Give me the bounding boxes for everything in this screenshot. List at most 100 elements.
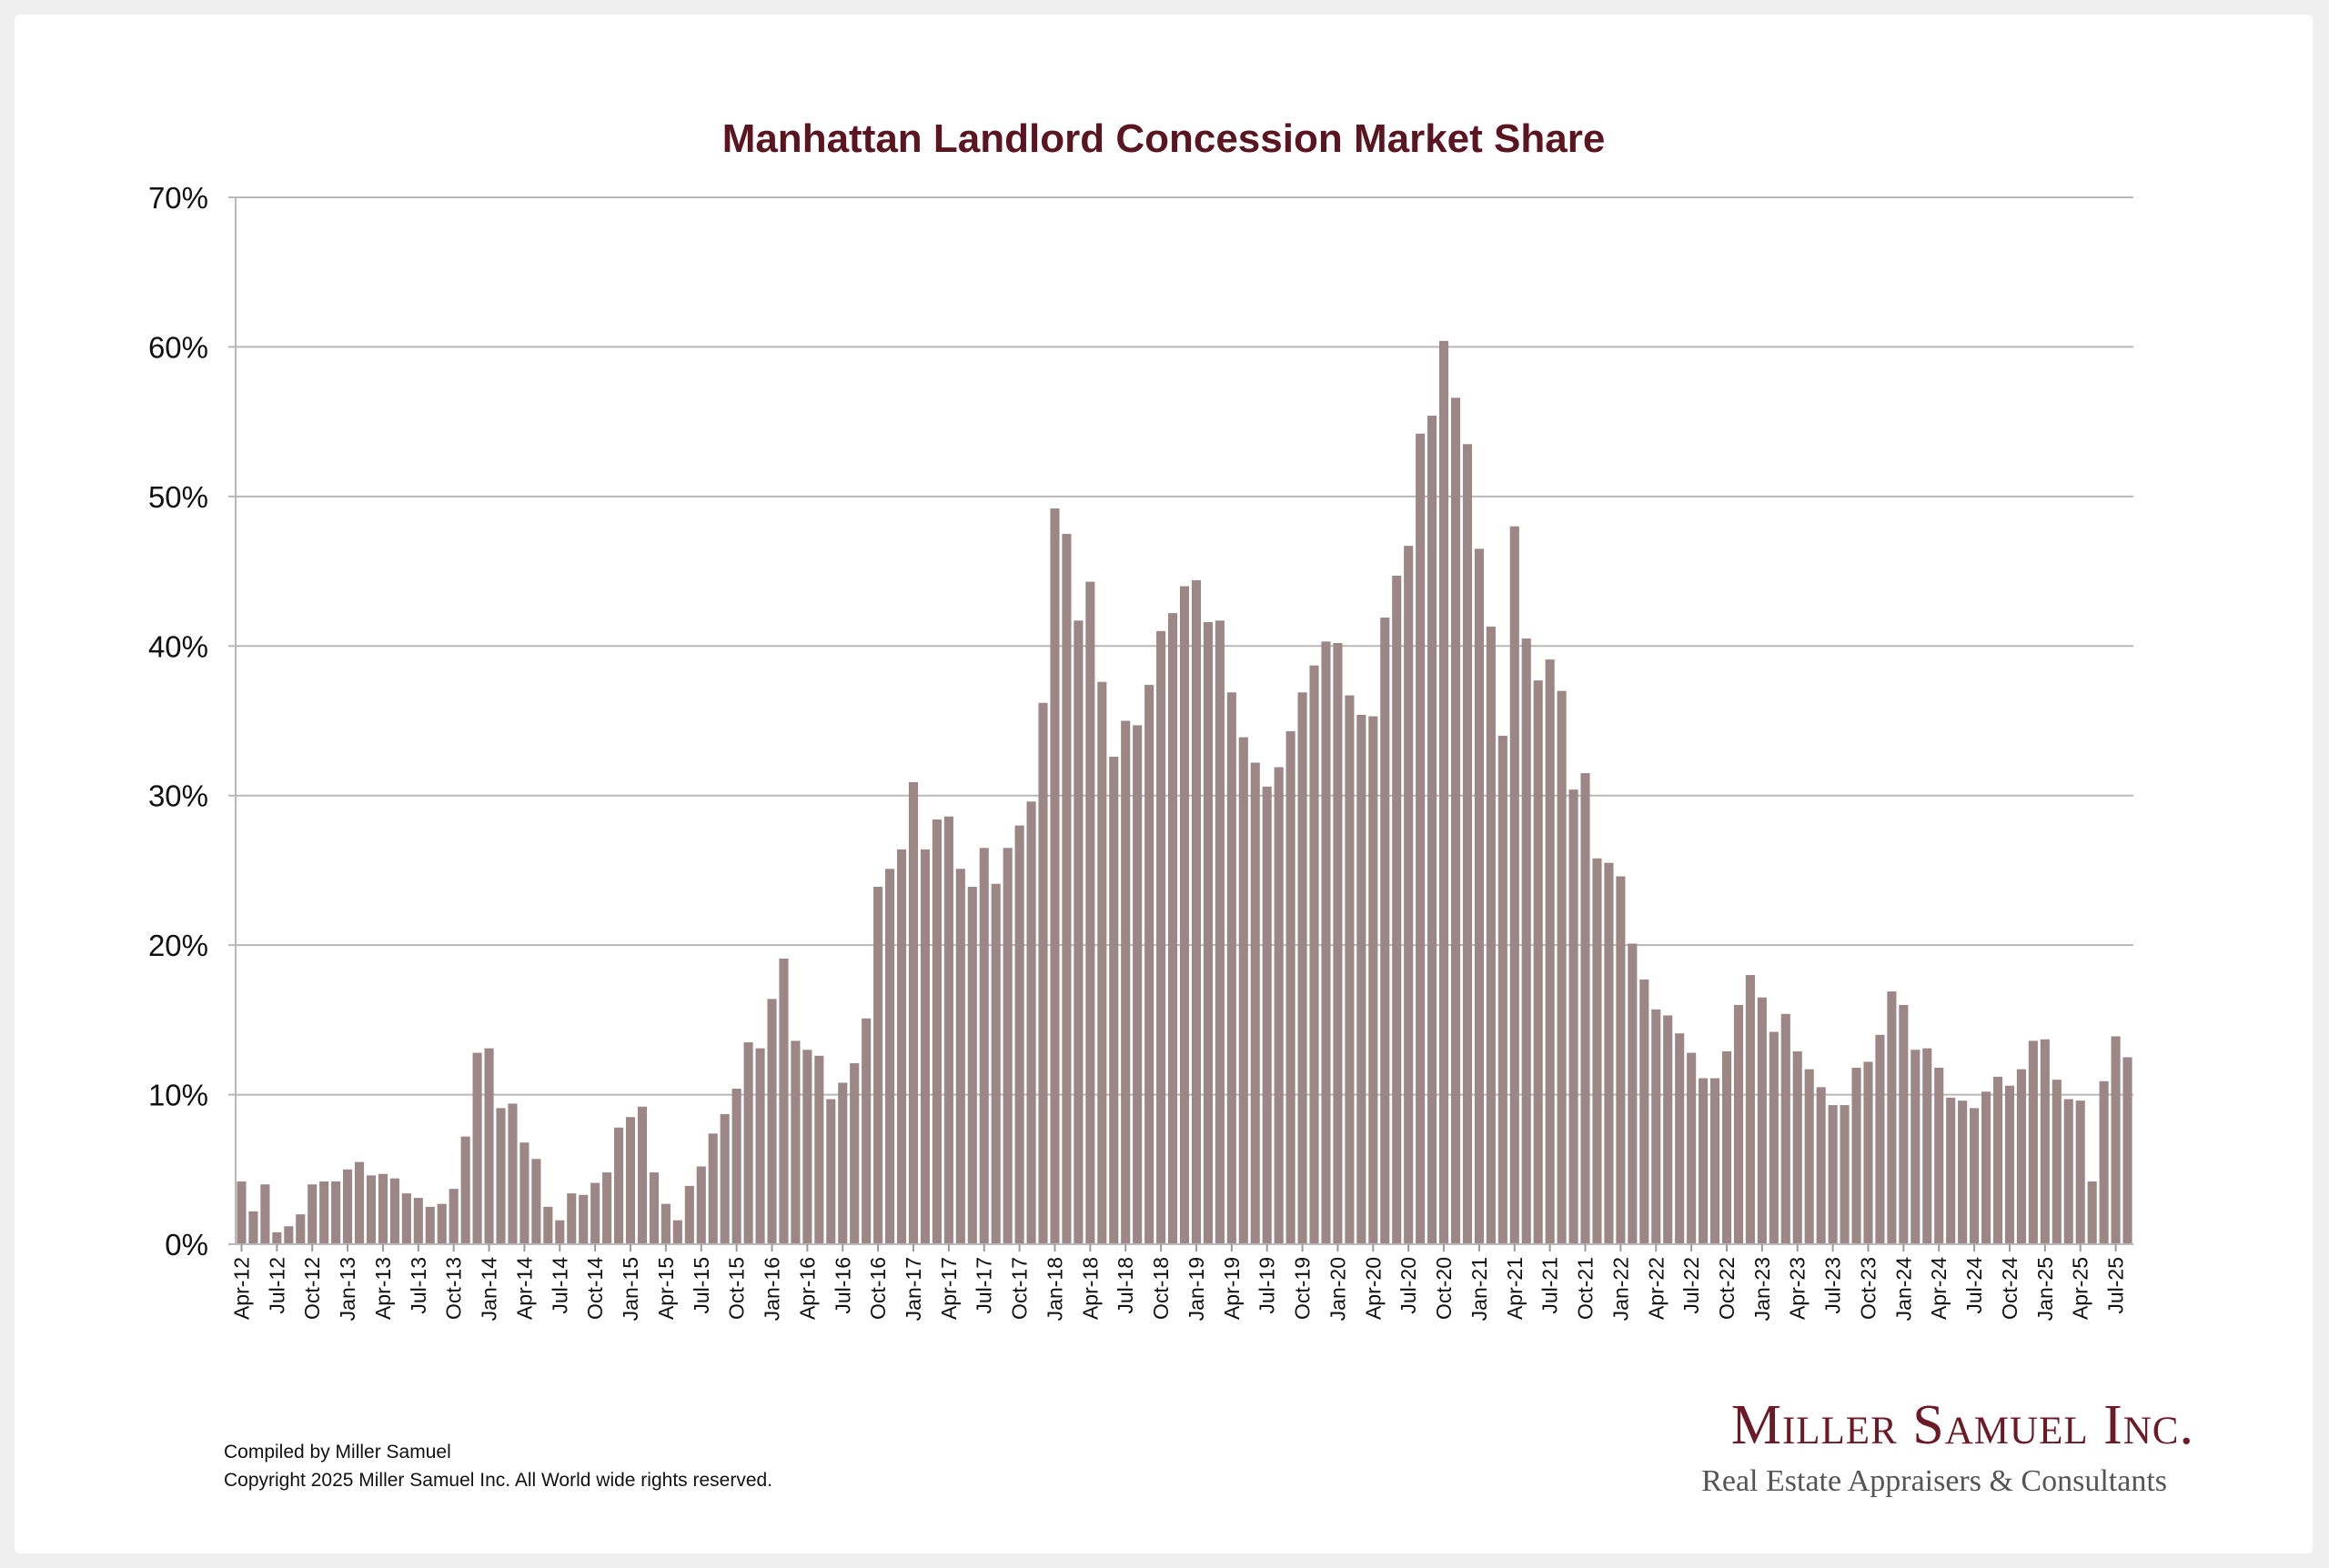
bar <box>885 869 895 1244</box>
bar <box>484 1048 494 1244</box>
x-tick-label: Jan-21 <box>1467 1257 1491 1321</box>
bar <box>1285 731 1296 1244</box>
bar <box>625 1117 636 1244</box>
bar <box>413 1198 423 1244</box>
bar <box>1486 626 1496 1244</box>
bar <box>237 1181 247 1244</box>
bar <box>1709 1078 1720 1244</box>
bar <box>1333 642 1343 1244</box>
x-tick-label: Jul-17 <box>973 1257 996 1314</box>
bar <box>1262 786 1272 1244</box>
bar <box>862 1018 872 1244</box>
x-tick-label: Oct-18 <box>1149 1257 1173 1320</box>
bar <box>767 999 777 1244</box>
bar <box>1226 692 1236 1244</box>
bar <box>1887 991 1897 1244</box>
bar <box>1757 997 1767 1244</box>
bar <box>932 819 942 1244</box>
bar <box>1380 618 1390 1244</box>
bar <box>991 883 1001 1244</box>
x-tick-label: Jul-21 <box>1538 1257 1562 1314</box>
x-tick-label: Jul-14 <box>548 1257 571 1314</box>
copyright-note: Copyright 2025 Miller Samuel Inc. All Wo… <box>224 1470 773 1491</box>
x-tick-label: Jul-12 <box>265 1257 288 1314</box>
x-tick-label: Oct-14 <box>583 1257 607 1320</box>
bar <box>331 1181 341 1244</box>
bar <box>1981 1091 1991 1244</box>
y-tick-label: 60% <box>148 330 208 364</box>
bar <box>1003 848 1013 1244</box>
x-axis: Apr-12 Jul-12 Oct-12 Jan-13 Apr-13 Jul-13 Oct-… <box>229 1243 2133 1321</box>
bar <box>1133 725 1143 1244</box>
bar <box>802 1050 812 1244</box>
bar <box>1250 762 1260 1244</box>
x-tick-label: Apr-22 <box>1644 1257 1668 1320</box>
bar <box>1416 433 1426 1245</box>
bar <box>814 1055 824 1244</box>
bar <box>920 849 931 1244</box>
x-tick-label: Jul-22 <box>1679 1257 1703 1314</box>
bar <box>731 1088 741 1244</box>
chart-title: Manhattan Landlord Concession Market Sha… <box>721 116 1606 161</box>
bar <box>1156 630 1166 1244</box>
bar <box>1616 876 1626 1244</box>
chart-card: Manhattan Landlord Concession Market Sha… <box>15 15 2313 1553</box>
bar <box>1628 943 1638 1244</box>
bar <box>308 1184 318 1244</box>
bar <box>838 1082 848 1244</box>
bar <box>1557 690 1567 1244</box>
bar <box>1687 1052 1697 1244</box>
bar <box>1509 526 1519 1244</box>
bar <box>519 1142 529 1244</box>
bar <box>1568 789 1578 1244</box>
x-tick-label: Oct-16 <box>866 1257 890 1320</box>
bar <box>248 1211 258 1244</box>
bar <box>708 1133 718 1244</box>
bar <box>602 1172 612 1244</box>
bar <box>1462 444 1473 1244</box>
x-tick-label: Apr-24 <box>1927 1257 1951 1320</box>
bar <box>2016 1069 2026 1244</box>
bar <box>1580 773 1590 1244</box>
bar <box>1062 533 1072 1244</box>
bar <box>531 1159 541 1244</box>
bar <box>1651 1009 1661 1244</box>
bar <box>1911 1050 1921 1244</box>
x-tick-label: Oct-22 <box>1715 1257 1739 1320</box>
bar <box>460 1136 470 1244</box>
bar <box>2122 1057 2132 1244</box>
bar <box>779 958 789 1244</box>
bar <box>437 1203 447 1244</box>
bar <box>720 1113 730 1244</box>
x-tick-label: Apr-16 <box>795 1257 819 1320</box>
logo-name: Miller Samuel Inc. <box>1730 1394 2194 1456</box>
bar <box>272 1231 282 1244</box>
bar <box>1545 659 1555 1244</box>
x-tick-label: Oct-12 <box>300 1257 324 1320</box>
bar <box>579 1194 589 1244</box>
bar <box>1521 638 1531 1244</box>
bar <box>1191 579 1202 1244</box>
bar <box>1699 1078 1709 1244</box>
y-tick-label: 30% <box>148 779 208 813</box>
x-tick-label: Oct-20 <box>1432 1257 1456 1320</box>
bar <box>1992 1076 2003 1244</box>
x-tick-label: Jan-19 <box>1185 1257 1208 1321</box>
y-tick-label: 70% <box>148 181 208 215</box>
bar <box>637 1106 648 1244</box>
bar <box>1604 862 1614 1244</box>
bar <box>1038 702 1048 1244</box>
bar <box>296 1214 306 1244</box>
bar <box>1899 1004 1909 1244</box>
bar <box>1804 1069 1814 1244</box>
bar <box>401 1193 411 1244</box>
bar <box>1875 1034 1885 1244</box>
bar <box>1215 620 1225 1244</box>
x-tick-label: Oct-19 <box>1291 1257 1315 1320</box>
bar <box>850 1063 860 1244</box>
bar <box>1970 1108 1980 1244</box>
bar <box>649 1172 660 1244</box>
bar <box>496 1108 506 1244</box>
bar <box>1297 692 1307 1244</box>
bar <box>2087 1181 2097 1244</box>
